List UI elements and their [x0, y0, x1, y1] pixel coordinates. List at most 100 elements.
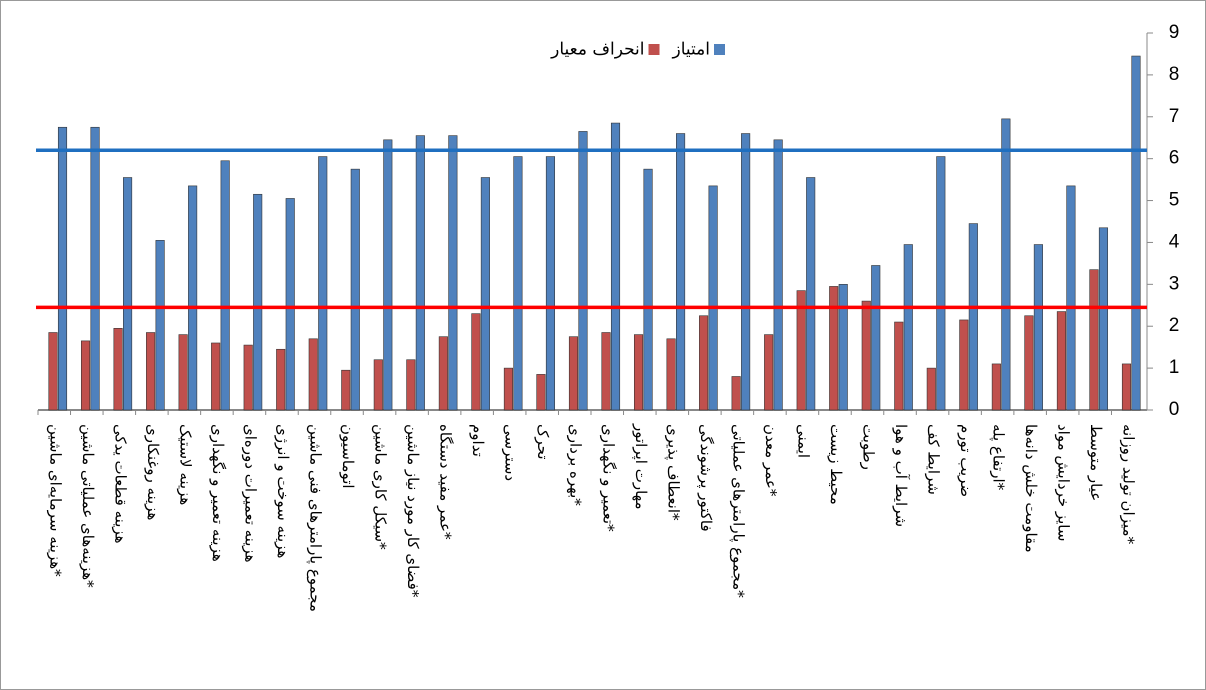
bar: [579, 131, 588, 410]
bar: [862, 301, 871, 410]
bar: [872, 265, 881, 410]
bar: [179, 335, 188, 410]
x-tick-label: انعطاف پذیری*: [664, 424, 682, 521]
bar: [439, 337, 448, 410]
bar: [927, 368, 936, 410]
x-tick-label: ایمنی: [794, 424, 812, 458]
bar: [546, 157, 555, 410]
bar: [839, 284, 848, 410]
x-tick-label: شرایط آب و هوا: [892, 424, 910, 527]
x-tick-label: هزینه سوخت و انرژی: [274, 424, 292, 558]
x-tick-label: هزینه لاستیک: [176, 424, 194, 505]
bar: [472, 314, 481, 410]
bar: [221, 161, 230, 410]
x-tick-label: تعمیر و نگهداری*: [599, 424, 617, 532]
x-tick-label: هزینه تعمیرات دوره‌ای: [241, 424, 259, 563]
bar: [569, 337, 578, 410]
y-tick-label: 9: [1169, 22, 1180, 43]
x-tick-label: سایز خردایش مواد: [1055, 424, 1073, 541]
x-tick-label: تداوم: [469, 424, 487, 457]
y-tick-label: 2: [1169, 315, 1180, 336]
x-tick-label: مهارت اپراتور: [632, 423, 650, 510]
bar: [806, 178, 815, 410]
y-tick-label: 7: [1169, 106, 1180, 127]
bar: [937, 157, 946, 410]
x-tick-label: عمر معدن*: [762, 424, 780, 497]
bar: [960, 320, 969, 410]
x-tick-label: فاکتور پرشوندگی: [697, 424, 715, 532]
bar: [1002, 119, 1011, 410]
bar: [81, 341, 90, 410]
bar: [309, 339, 318, 410]
x-tick-label: سیکل کاری ماشین*: [372, 424, 390, 550]
legend-label: انحراف معیار: [550, 40, 644, 60]
x-tick-label: بهره برداری*: [567, 424, 585, 506]
bar: [741, 134, 750, 410]
bar: [1090, 270, 1099, 410]
bar: [709, 186, 718, 410]
bar: [1122, 364, 1131, 410]
legend-swatch: [714, 44, 725, 55]
bar: [1034, 245, 1043, 410]
bar: [676, 134, 685, 410]
x-tick-label: مقاومت خلش دانه‌ها: [1022, 424, 1040, 553]
x-tick-label: فضای کار مورد نیاز ماشین*: [404, 424, 422, 598]
legend-swatch: [649, 44, 660, 55]
x-tick-label: رطوبت: [860, 424, 878, 470]
bar: [969, 224, 978, 410]
y-tick-label: 5: [1169, 190, 1180, 211]
bar: [384, 140, 393, 410]
bar: [276, 349, 285, 410]
bar: [829, 286, 838, 410]
x-tick-label: ارتفاع پله*: [990, 424, 1008, 491]
chart: 0123456789هزینه سرمایه‌ای ماشین*هزینه‌ها…: [0, 0, 1206, 690]
bar: [481, 178, 490, 410]
bar: [1057, 312, 1066, 410]
x-tick-label: هزینه تعمیر و نگهداری: [209, 424, 227, 562]
bar: [114, 328, 123, 410]
bar: [253, 194, 261, 410]
bar: [992, 364, 1001, 410]
bar: [91, 127, 100, 410]
bar: [1025, 316, 1034, 410]
x-tick-label: محیط زیست: [827, 424, 845, 505]
x-tick-label: میزان تولید روزانه*: [1120, 424, 1138, 545]
bar: [504, 368, 513, 410]
x-tick-label: دسترسی: [502, 424, 520, 481]
x-tick-label: هزینه قطعات یدکی: [111, 424, 129, 544]
y-tick-label: 0: [1169, 399, 1180, 420]
x-tick-label: شرایط کف: [925, 424, 943, 495]
bar: [146, 333, 155, 410]
y-tick-label: 8: [1169, 64, 1180, 85]
bar: [351, 169, 360, 410]
y-tick-label: 3: [1169, 273, 1180, 294]
bar: [602, 333, 611, 410]
bar: [895, 322, 904, 410]
bar: [611, 123, 620, 410]
bar: [514, 157, 523, 410]
x-tick-label: هزینه‌های عملیاتی ماشین*: [79, 424, 97, 588]
bar: [774, 140, 783, 410]
bar: [644, 169, 653, 410]
bar: [58, 127, 67, 410]
x-tick-label: هزینه روغنکاری: [144, 424, 162, 520]
bar: [732, 376, 741, 410]
bar: [156, 240, 165, 410]
x-tick-label: اتوماسیون: [339, 424, 357, 489]
bar: [319, 157, 328, 410]
x-tick-label: مجموع پارامترهای فنی ماشین: [307, 424, 325, 612]
y-tick-label: 6: [1169, 148, 1180, 169]
x-tick-label: مجموع پارامترهای عملیاتی*: [729, 424, 747, 598]
bar: [764, 335, 773, 410]
bar: [49, 333, 58, 410]
bar: [188, 186, 197, 410]
bar: [1067, 186, 1076, 410]
x-tick-label: هزینه سرمایه‌ای ماشین*: [46, 424, 64, 577]
bar: [286, 198, 295, 410]
bar: [449, 136, 458, 410]
bar: [537, 374, 546, 410]
bar: [1099, 228, 1108, 410]
bar: [244, 345, 253, 410]
legend-label: امتیاز: [672, 40, 710, 60]
bar: [1132, 56, 1141, 410]
